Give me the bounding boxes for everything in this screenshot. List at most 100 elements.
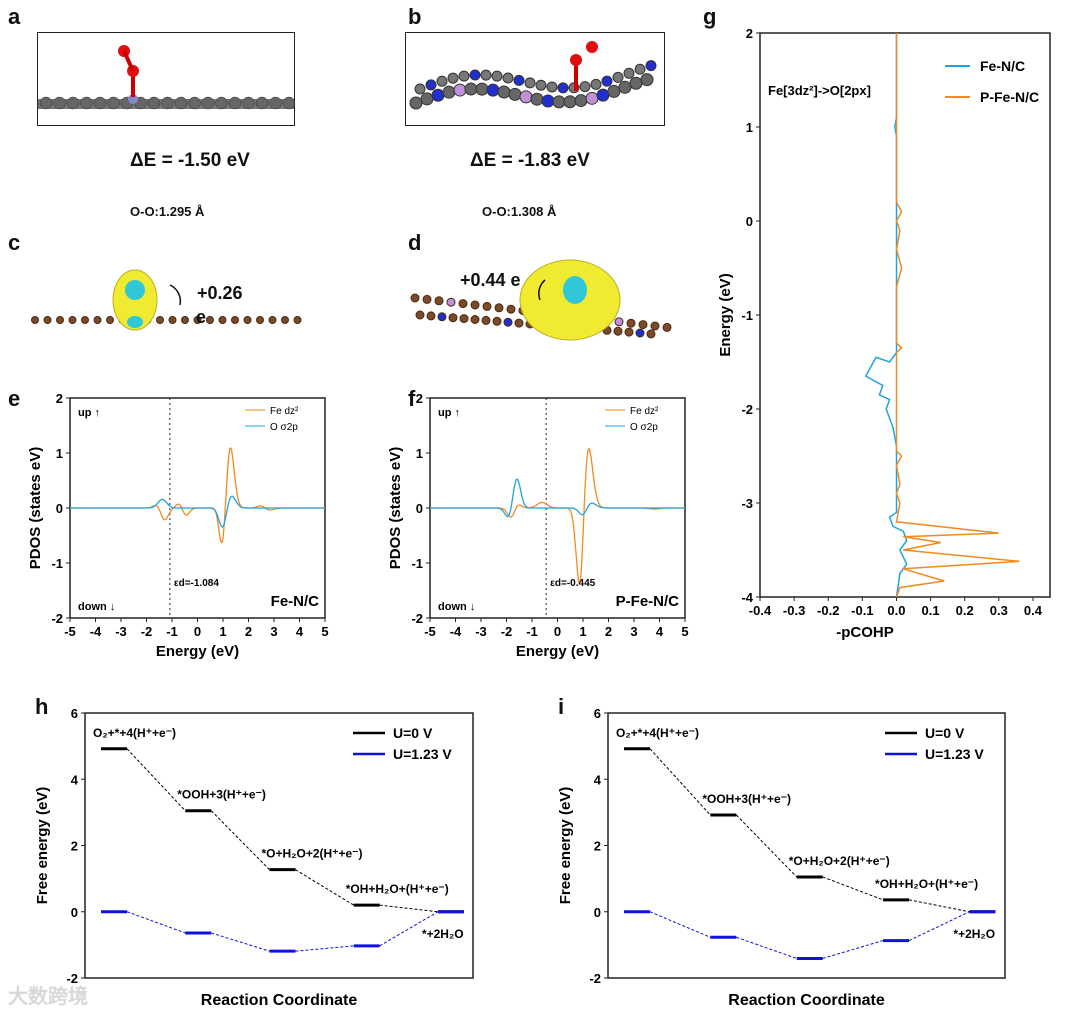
x-tick-label: 5 — [681, 624, 688, 639]
y-tick-label: -2 — [411, 611, 423, 626]
atom — [426, 311, 436, 321]
atom — [614, 317, 624, 327]
y-tick-label: 6 — [594, 706, 601, 721]
atom — [425, 79, 437, 91]
step-label: *OOH+3(H⁺+e⁻) — [177, 788, 266, 802]
carbon-atom — [156, 316, 164, 324]
oo-bond-b: O-O:1.308 Å — [482, 204, 557, 219]
step-label: *O+H₂O+2(H⁺+e⁻) — [789, 854, 890, 868]
step-label: *O+H₂O+2(H⁺+e⁻) — [261, 847, 362, 861]
carbon-atom — [147, 96, 161, 110]
atom — [436, 75, 448, 87]
atom — [437, 312, 447, 322]
atom — [410, 293, 420, 303]
chart-g: -4 -3 -2 -1 0 1 2 -0.4 -0.3 -0.2 -0.1 0.0 0.1 0.2 0.3 0… — [717, 26, 1051, 641]
y-tick-label: -2 — [589, 971, 601, 986]
carbon-atom — [66, 96, 80, 110]
structure-fe-n-c — [37, 32, 295, 126]
y-tick-label: -1 — [741, 308, 753, 323]
carbon-atom — [193, 316, 202, 324]
panel-label-e: e — [8, 386, 21, 411]
y-tick-label: 0 — [416, 501, 423, 516]
atom — [623, 67, 635, 79]
carbon-atom — [268, 316, 277, 324]
atom — [492, 316, 502, 326]
x-tick-label: 0.1 — [922, 603, 940, 618]
structure-p-fe-n-c — [405, 32, 665, 126]
carbon-atom — [56, 316, 64, 324]
atom — [469, 69, 481, 81]
legend-label: U=1.23 V — [393, 746, 452, 762]
x-tick-label: -0.1 — [851, 603, 873, 618]
atom — [503, 317, 513, 327]
carbon-atom — [228, 96, 242, 110]
d-band-center-label: εd=-0.445 — [550, 578, 595, 589]
y-axis-label: Free energy (eV) — [557, 787, 574, 905]
atom — [650, 321, 660, 331]
atom — [513, 74, 525, 86]
carbon-atom — [107, 96, 120, 110]
step-label: *OH+H₂O+(H⁺+e⁻) — [346, 882, 449, 896]
y-tick-label: 1 — [746, 120, 753, 135]
carbon-atom — [31, 316, 39, 324]
atom — [448, 313, 458, 323]
chart-annotation: Fe[3dz²]->O[2px] — [768, 83, 871, 98]
atom — [494, 303, 504, 313]
carbon-atom — [215, 96, 228, 110]
atom — [546, 81, 558, 93]
carbon-atom — [106, 316, 114, 324]
atom — [590, 78, 602, 90]
x-tick-label: -2 — [141, 624, 153, 639]
atom — [434, 296, 444, 306]
chart-i: -2 0 2 4 6 U=0 V U=1.23 V O₂+*+4(H⁺+e⁻) *OOH+3(H… — [557, 706, 1006, 1009]
y-tick-label: 0 — [594, 905, 601, 920]
panel-label-f: f — [408, 386, 416, 411]
y-tick-label: -4 — [741, 590, 753, 605]
energy-path-u123 — [126, 911, 439, 952]
series-line-fe-dz2 — [430, 448, 685, 585]
chart-f: -2 -1 0 1 2 -5 -4 -3 -2 -1 0 1 2 3 4 5 Fe dz² O σ2p up ↑ do… — [387, 391, 689, 660]
legend-label: O σ2p — [270, 422, 298, 433]
legend-label: Fe dz² — [630, 406, 659, 417]
legend-label: O σ2p — [630, 422, 658, 433]
atom — [624, 327, 634, 337]
carbon-atom — [161, 96, 174, 110]
y-axis-label: Free energy (eV) — [34, 787, 51, 905]
carbon-atom — [80, 96, 93, 110]
panel-label-g: g — [703, 4, 717, 29]
series-line-p-fe-n-c — [895, 33, 1020, 598]
x-tick-label: 4 — [296, 624, 304, 639]
x-tick-label: 0.3 — [990, 603, 1008, 618]
delta-e-a: ΔE = -1.50 eV — [130, 150, 250, 171]
y-tick-label: 1 — [56, 446, 63, 461]
atom — [459, 314, 469, 324]
atom — [640, 73, 654, 87]
carbon-atom — [188, 96, 201, 110]
x-tick-label: -3 — [115, 624, 127, 639]
plot-frame — [759, 32, 1051, 598]
fe-n-c-model — [38, 45, 294, 110]
carbon-atom — [269, 96, 282, 110]
y-axis-label: Energy (eV) — [717, 273, 734, 356]
delta-e-b: ΔE = -1.83 eV — [470, 150, 590, 171]
atom — [535, 79, 547, 91]
y-tick-label: -2 — [741, 402, 753, 417]
atom — [646, 329, 656, 339]
y-tick-label: -2 — [51, 611, 63, 626]
chart-h: -2 0 2 4 6 U=0 V U=1.23 V O₂+*+4(H⁺+e⁻) *OOH+3(H… — [34, 706, 474, 1009]
carbon-atom — [242, 96, 255, 110]
atom — [458, 70, 470, 82]
atom — [491, 70, 503, 82]
x-tick-label: 0.4 — [1024, 603, 1043, 618]
charge-d: +0.44 e — [460, 270, 521, 290]
oo-bond-a: O-O:1.295 Å — [130, 204, 205, 219]
y-tick-label: 1 — [416, 446, 423, 461]
x-tick-label: -1 — [166, 624, 178, 639]
x-tick-label: -0.4 — [749, 603, 772, 618]
carbon-atom — [181, 316, 189, 324]
atom — [482, 301, 492, 311]
chart-title: Fe-N/C — [271, 593, 320, 610]
carbon-atom — [43, 316, 52, 324]
